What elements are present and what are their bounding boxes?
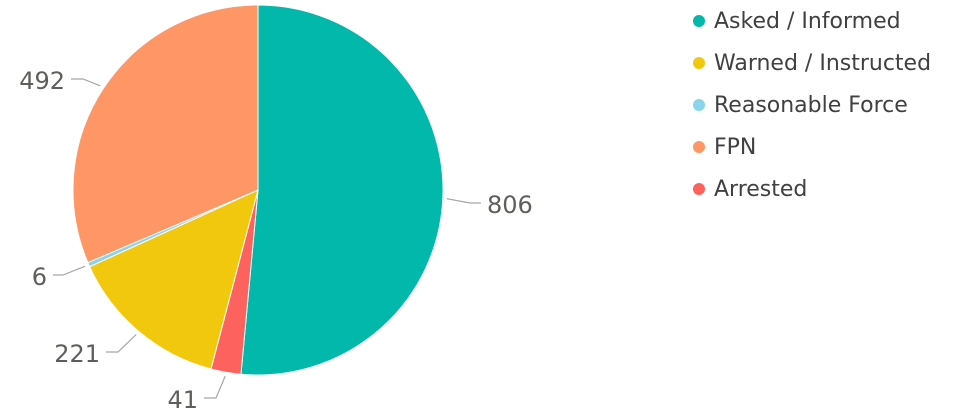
leader-line-arrested [204, 375, 226, 399]
data-label-asked-informed: 806 [487, 191, 533, 219]
legend-marker-icon [693, 57, 705, 69]
data-label-fpn: 492 [19, 67, 65, 95]
pie-chart: 806 41 221 6 492 [19, 4, 533, 414]
pie-slice-fpn[interactable] [72, 4, 259, 264]
leader-line-fpn [71, 78, 101, 87]
legend-marker-icon [693, 99, 705, 111]
legend-label: Reasonable Force [714, 92, 908, 118]
data-label-reasonable-force: 6 [32, 263, 47, 291]
leader-line-warned-instructed [106, 334, 137, 353]
legend-marker-icon [693, 141, 705, 153]
legend-item-warned-instructed[interactable]: Warned / Instructed [693, 42, 931, 84]
legend-item-fpn[interactable]: FPN [693, 126, 931, 168]
leader-line-reasonable-force [53, 265, 86, 276]
legend-marker-icon [693, 183, 705, 195]
pie-slices [72, 4, 444, 376]
legend-label: Arrested [714, 176, 808, 202]
legend-label: FPN [714, 134, 757, 160]
legend-item-asked-informed[interactable]: Asked / Informed [693, 0, 931, 42]
pie-slice-asked-informed[interactable] [240, 4, 444, 376]
data-labels: 806 41 221 6 492 [19, 67, 533, 414]
legend-label: Asked / Informed [714, 8, 901, 34]
leader-line-asked-informed [446, 198, 481, 204]
legend-item-reasonable-force[interactable]: Reasonable Force [693, 84, 931, 126]
legend-item-arrested[interactable]: Arrested [693, 168, 931, 210]
data-label-warned-instructed: 221 [54, 340, 100, 368]
legend-marker-icon [693, 15, 705, 27]
data-label-arrested: 41 [167, 386, 198, 414]
legend-label: Warned / Instructed [714, 50, 932, 76]
legend: Asked / Informed Warned / Instructed Reaso… [693, 0, 931, 210]
pie-slice-warned-instructed[interactable] [88, 189, 259, 370]
